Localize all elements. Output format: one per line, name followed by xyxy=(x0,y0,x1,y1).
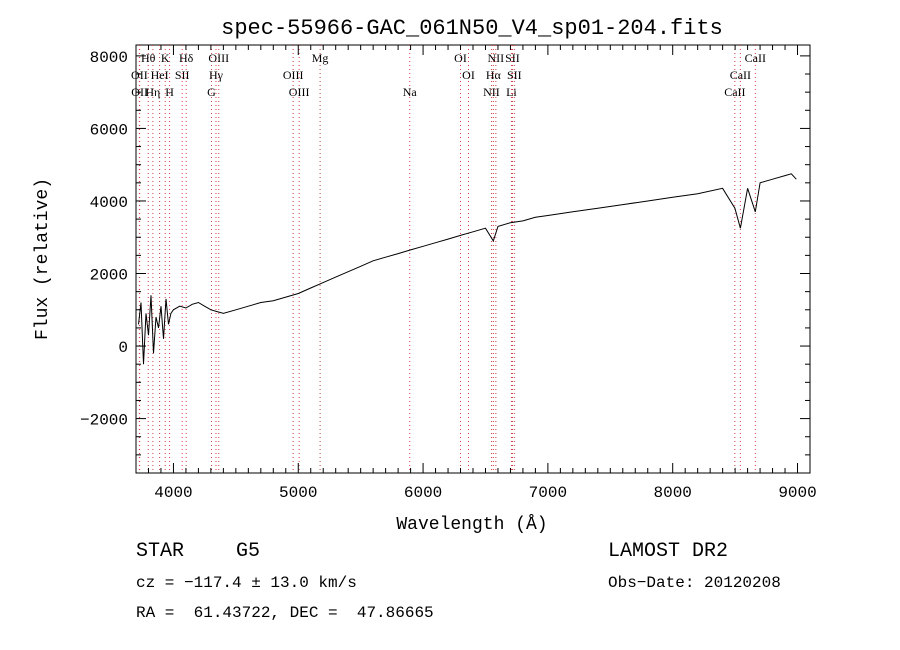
spectrum-series-line xyxy=(138,173,797,365)
spectral-line-label: OI xyxy=(462,68,475,82)
spectral-line-label: Mg xyxy=(312,51,329,65)
redshift-text: cz = −117.4 ± 13.0 km/s xyxy=(136,574,357,592)
y-tick-label: 6000 xyxy=(90,121,128,139)
spectral-line-label: SII xyxy=(175,68,190,82)
x-tick-label: 6000 xyxy=(404,484,442,502)
spectral-line-label: OI xyxy=(454,51,467,65)
spectral-line-label: OIII xyxy=(289,85,310,99)
x-tick-label: 9000 xyxy=(778,484,816,502)
y-axis-ticks: −2000 0 2000 4000 6000 8000 xyxy=(80,49,810,456)
observation-date: Obs−Date: 20120208 xyxy=(608,574,781,592)
plot-frame xyxy=(135,44,811,474)
spectral-line-label: CaII xyxy=(730,68,751,82)
spectral-line-label: Hθ xyxy=(141,51,156,65)
x-tick-label: 8000 xyxy=(654,484,692,502)
spectral-line-label: Hα xyxy=(486,68,502,82)
spectral-line-label: CaII xyxy=(745,51,766,65)
spectral-line-label: NII xyxy=(488,51,505,65)
spectral-line-label: Na xyxy=(403,85,418,99)
object-subclass: G5 xyxy=(236,540,261,563)
spectral-line-label: OII xyxy=(131,68,148,82)
y-tick-label: −2000 xyxy=(80,412,128,430)
x-axis-ticks: 4000 5000 6000 7000 8000 9000 xyxy=(135,45,817,502)
y-tick-label: 8000 xyxy=(90,49,128,67)
spectral-line-label: NII xyxy=(483,85,500,99)
spectral-line-label: K xyxy=(161,51,170,65)
spectral-line-label: H xyxy=(165,85,174,99)
y-tick-label: 2000 xyxy=(90,267,128,285)
x-tick-label: 5000 xyxy=(279,484,317,502)
x-axis-label: Wavelength (Å) xyxy=(396,514,547,535)
chart-title: spec-55966-GAC_061N50_V4_sp01-204.fits xyxy=(221,16,723,41)
spectral-line-label: G xyxy=(207,85,216,99)
spectral-line-label: Hδ xyxy=(179,51,194,65)
spectral-line-label: Hγ xyxy=(209,68,224,82)
spectral-line-label: SII xyxy=(505,51,520,65)
y-tick-label: 0 xyxy=(118,339,128,357)
spectral-line-markers xyxy=(138,45,756,473)
coordinates-text: RA = 61.43722, DEC = 47.86665 xyxy=(136,604,434,622)
spectral-line-label: Hη xyxy=(145,85,160,99)
y-axis-label: Flux (relative) xyxy=(33,178,53,340)
spectral-line-label: OIII xyxy=(208,51,229,65)
spectral-line-label: OIII xyxy=(283,68,304,82)
spectral-line-label: HeI xyxy=(151,68,169,82)
survey-name: LAMOST DR2 xyxy=(608,540,729,563)
x-tick-label: 7000 xyxy=(529,484,567,502)
object-class: STAR xyxy=(136,540,185,563)
spectral-line-label: CaII xyxy=(724,85,745,99)
spectral-line-label: Li xyxy=(506,85,517,99)
spectral-line-label: SII xyxy=(507,68,522,82)
y-tick-label: 4000 xyxy=(90,194,128,212)
x-tick-label: 4000 xyxy=(154,484,192,502)
